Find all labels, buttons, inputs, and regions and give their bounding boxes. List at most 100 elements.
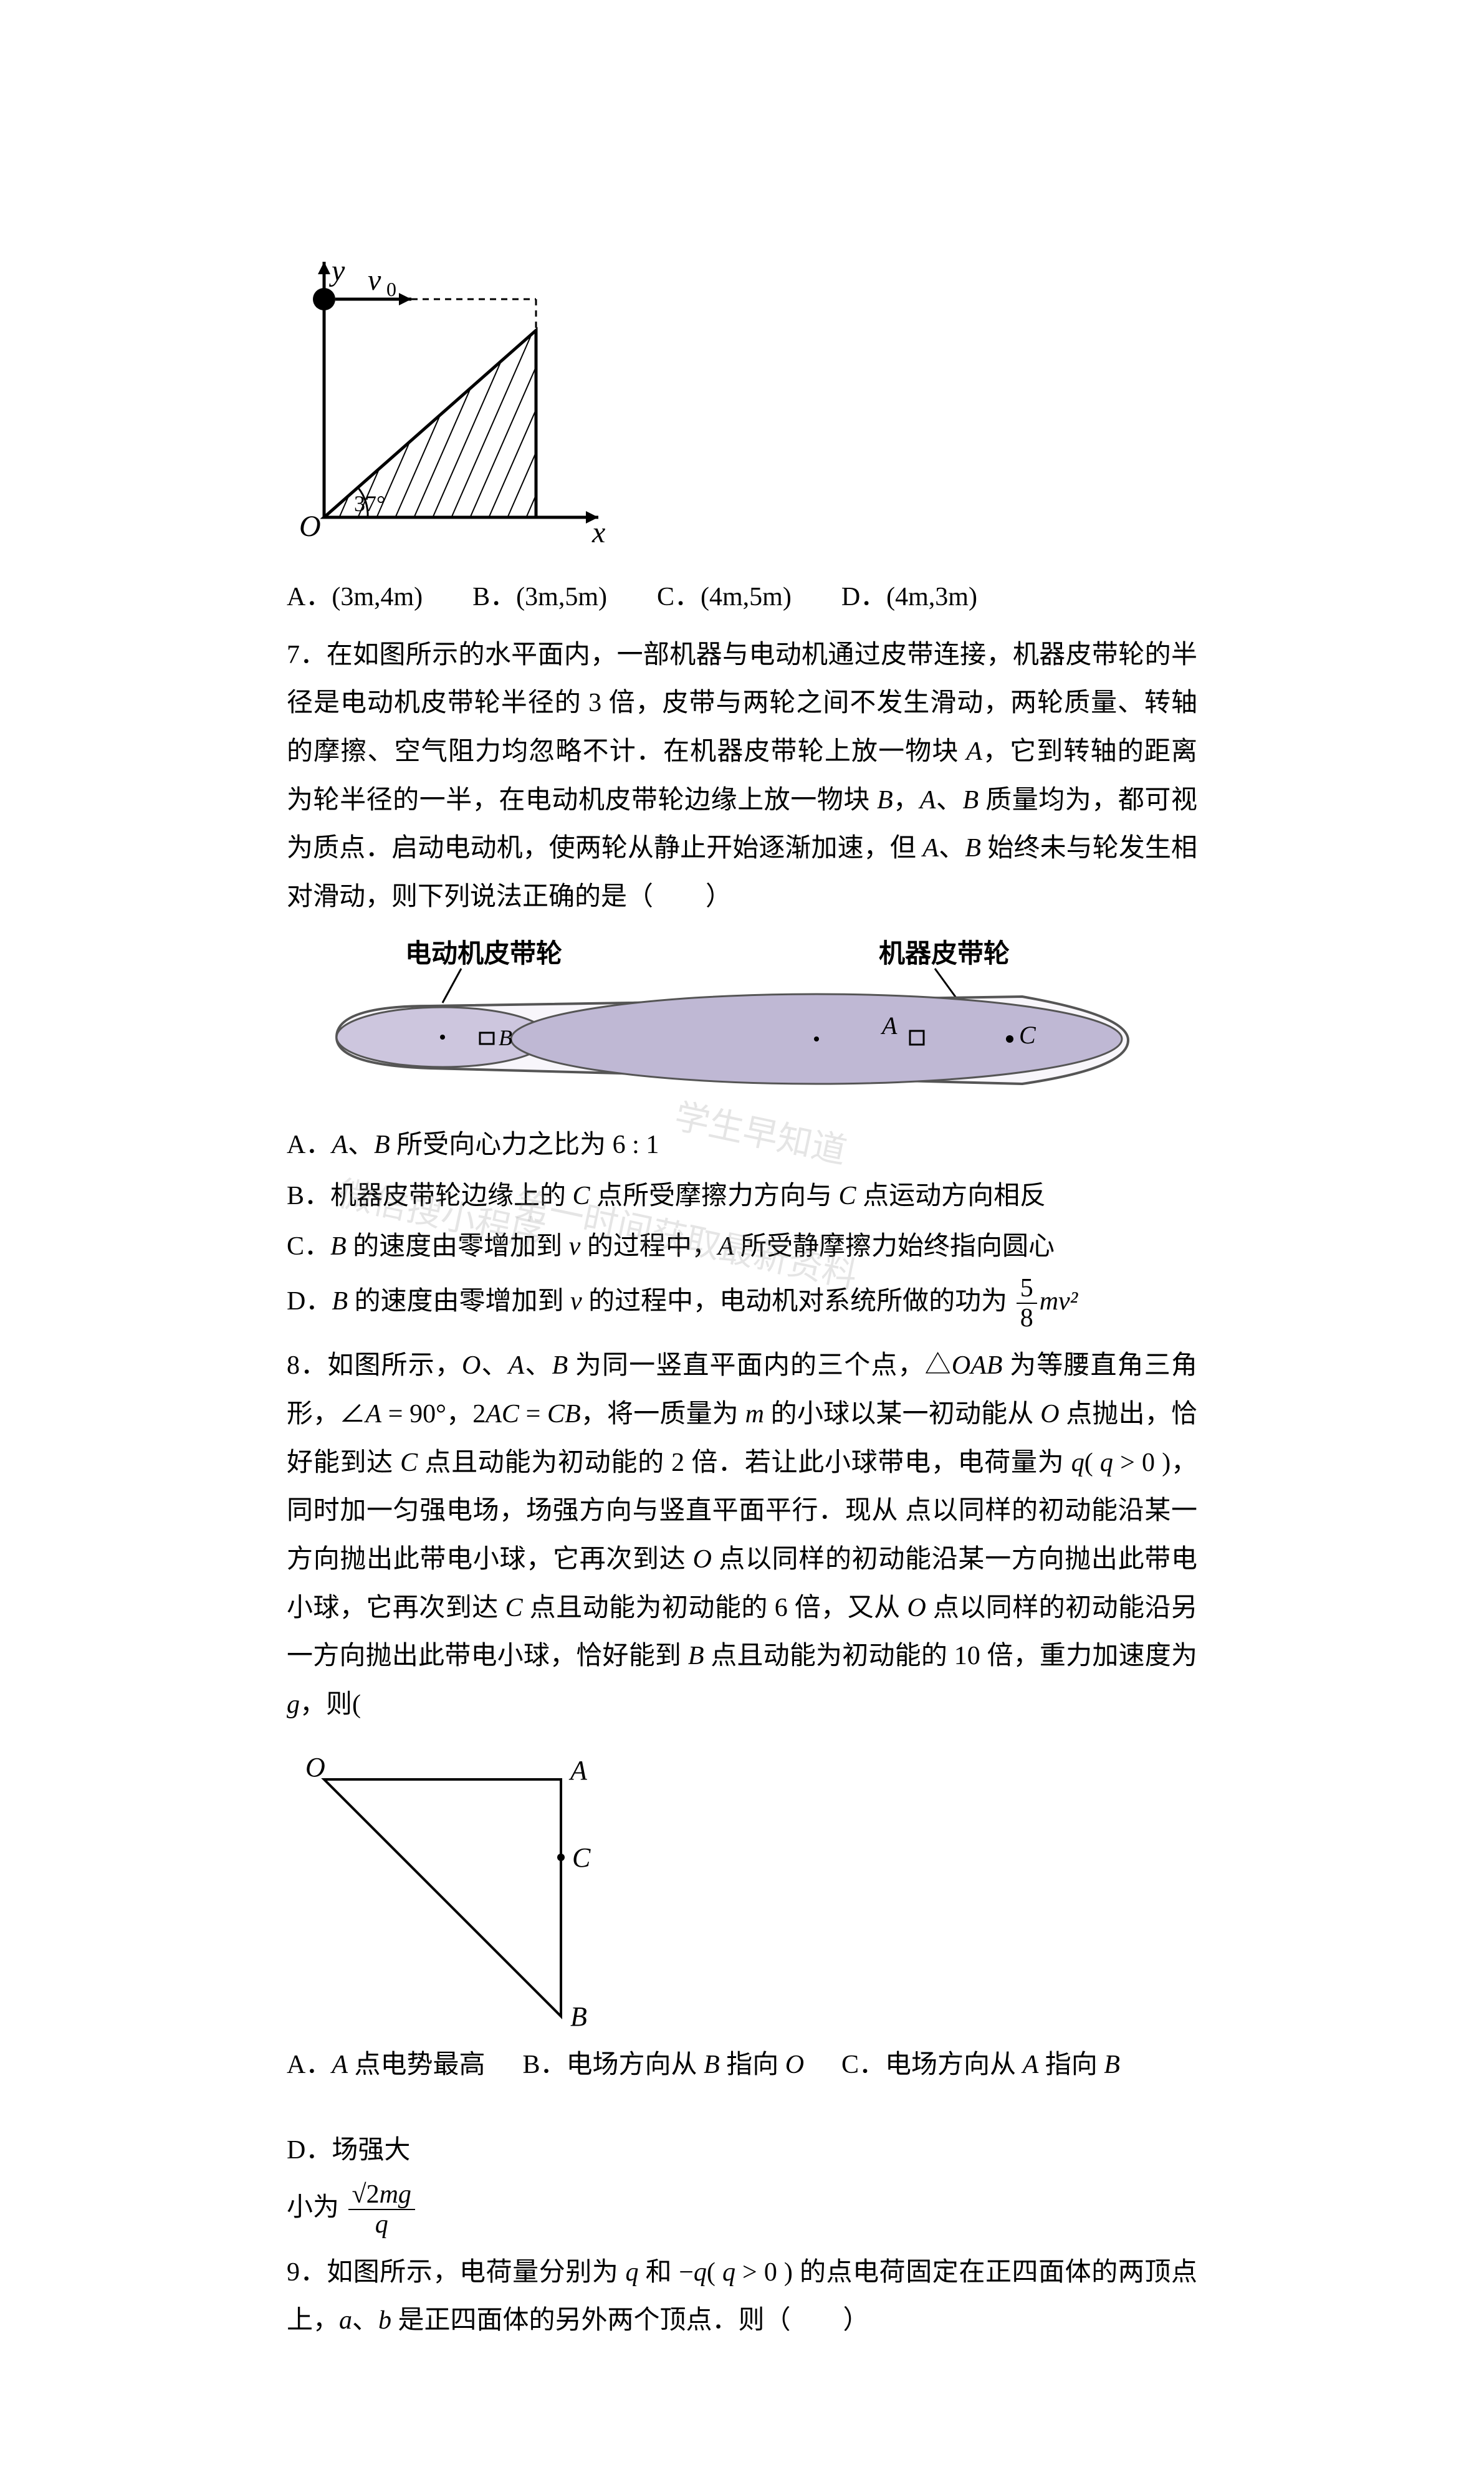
q8-s2: 、 [481,1351,508,1380]
q7-A2: A [920,786,936,815]
q6-options: A．(3m,4m) B．(3m,5m) C．(4m,5m) D．(4m,3m) [287,573,1197,622]
q8-A1: A [509,1351,525,1380]
q7-B2: B [962,786,979,815]
q7c-italv: v [569,1232,581,1261]
q8c-pre: C．电场方向从 [841,2051,1023,2079]
q8-OAB: OAB [952,1351,1003,1380]
q9-s1: 9．如图所示，电荷量分别为 [287,2258,626,2287]
svg-text:A: A [568,1755,588,1786]
q8-s12: ( [1084,1448,1100,1477]
q8b-pre: B．电场方向从 [523,2051,704,2079]
q8-option-d-line2: 小为 √2mgq [287,2180,1197,2239]
q7b-mid: 点所受摩擦力方向与 [590,1182,839,1210]
q7a-italA: A [332,1131,348,1159]
q8-options: A．A 点电势最高 B．电场方向从 B 指向 O C．电场方向从 A 指向 B … [287,2041,1197,2175]
q7d-italv: v [570,1287,582,1316]
q8-s17: 点且动能为初动能的 10 倍，重力加速度为 [704,1642,1197,1670]
q6-option-b: B．(3m,5m) [472,573,607,622]
q7-B3: B [965,834,981,863]
q8-C1: C [400,1448,418,1477]
svg-text:y: y [328,254,345,287]
q8-s1: 8．如图所示， [287,1351,462,1380]
q8c-B: B [1104,2051,1120,2079]
q6-option-a: A．(3m,4m) [287,573,423,622]
q7-stem-3: ， [893,786,920,815]
q8d-numtail: mg [380,2180,411,2209]
q8-option-d-head: D．场强大 [287,2127,410,2175]
q7a-mid: 、 [348,1131,374,1159]
q8-option-a: A．A 点电势最高 [287,2041,486,2090]
q9-s5: 、 [352,2306,378,2335]
q7d-den: 8 [1017,1304,1037,1333]
q8-option-b: B．电场方向从 B 指向 O [523,2041,805,2090]
q9-a: a [339,2306,352,2335]
svg-text:O: O [299,510,321,543]
q6-option-d: D．(4m,3m) [841,573,977,622]
q8-B2: B [688,1642,704,1670]
q8-s7: = [519,1400,547,1429]
q7-option-c: C．B 的速度由零增加到 v 的过程中，A 所受静摩擦力始终指向圆心 [287,1223,1197,1271]
q9-b: b [378,2306,391,2335]
q8d-pre: D．场强大 [287,2136,410,2165]
q8-AC: AC [486,1400,519,1429]
svg-text:x: x [591,516,605,549]
q8-q2: q [1100,1448,1113,1477]
q9-s6: 是正四面体的另外两个顶点．则（ ） [391,2306,869,2335]
q7a-pre: A． [287,1131,332,1159]
q8-C2: C [505,1594,523,1622]
q8-s9: 的小球以某一初动能从 [764,1400,1040,1429]
q8-s3: 、 [524,1351,552,1380]
q8-O1: O [462,1351,481,1380]
q9-s3: ( [707,2258,722,2287]
q8b-mid: 指向 [720,2051,785,2079]
q7-options: A．A、B 所受向心力之比为 6 : 1 B．机器皮带轮边缘上的 C 点所受摩擦… [287,1121,1197,1333]
svg-text:电动机皮带轮: 电动机皮带轮 [405,939,562,969]
q7c-mid2: 的过程中， [580,1232,718,1261]
q8-q1: q [1071,1448,1084,1477]
q6-option-c: C．(4m,5m) [657,573,792,622]
svg-text:37°: 37° [354,491,385,516]
q8-s8: ，将一质量为 [581,1400,745,1429]
q7c-italB: B [330,1232,347,1261]
q8c-mid: 指向 [1038,2051,1104,2079]
q7-A3: A [922,834,939,863]
q7d-mid2: 的过程中，电动机对系统所做的功为 [582,1287,1014,1316]
q7d-pre: D． [287,1287,332,1316]
q7-figure: 电动机皮带轮 机器皮带轮 B A C [287,934,1197,1109]
svg-text:0: 0 [386,278,396,300]
q7-A1: A [966,737,982,766]
q7c-post: 所受静摩擦力始终指向圆心 [734,1232,1055,1261]
q7-stem: 7．在如图所示的水平面内，一部机器与电动机通过皮带连接，机器皮带轮的半径是电动机… [287,631,1197,922]
q7c-mid: 的速度由零增加到 [347,1232,569,1261]
q7d-italB: B [332,1287,348,1316]
q8a-pre: A． [287,2051,332,2079]
q8-s4: 为同一竖直平面内的三个点，△ [568,1351,952,1380]
q7d-tail: mv² [1040,1287,1078,1316]
q8-g: g [287,1690,300,1719]
q7a-post: 所受向心力之比为 6 : 1 [390,1131,659,1159]
q8a-txt: 点电势最高 [348,2051,486,2079]
q8a-A: A [332,2051,348,2079]
q7b-pre: B．机器皮带轮边缘上的 [287,1182,573,1210]
svg-text:B: B [570,2001,587,2029]
svg-text:C: C [1019,1021,1036,1049]
q7d-mid: 的速度由零增加到 [348,1287,570,1316]
q7d-num: 5 [1017,1274,1037,1304]
q7c-italA: A [718,1232,734,1261]
svg-text:C: C [572,1842,591,1873]
q8b-O: O [785,2051,804,2079]
q7b-italC1: C [573,1182,590,1210]
q7-stem-4: 、 [936,786,962,815]
q7-option-b: B．机器皮带轮边缘上的 C 点所受摩擦力方向与 C 点运动方向相反 [287,1172,1197,1221]
q8-O4: O [907,1594,926,1622]
q8-A2: A [365,1400,381,1429]
q8-figure: O A C B [287,1742,1197,2029]
q8-m: m [745,1400,764,1429]
q7a-italB: B [374,1131,390,1159]
svg-text:O: O [305,1752,325,1783]
q8-O3: O [693,1545,712,1574]
q8-s18: ，则( [300,1690,361,1719]
q9-stem: 9．如图所示，电荷量分别为 q 和 −q( q > 0 ) 的点电荷固定在正四面… [287,2249,1197,2345]
svg-text:v: v [368,264,381,297]
q8b-B: B [704,2051,720,2079]
